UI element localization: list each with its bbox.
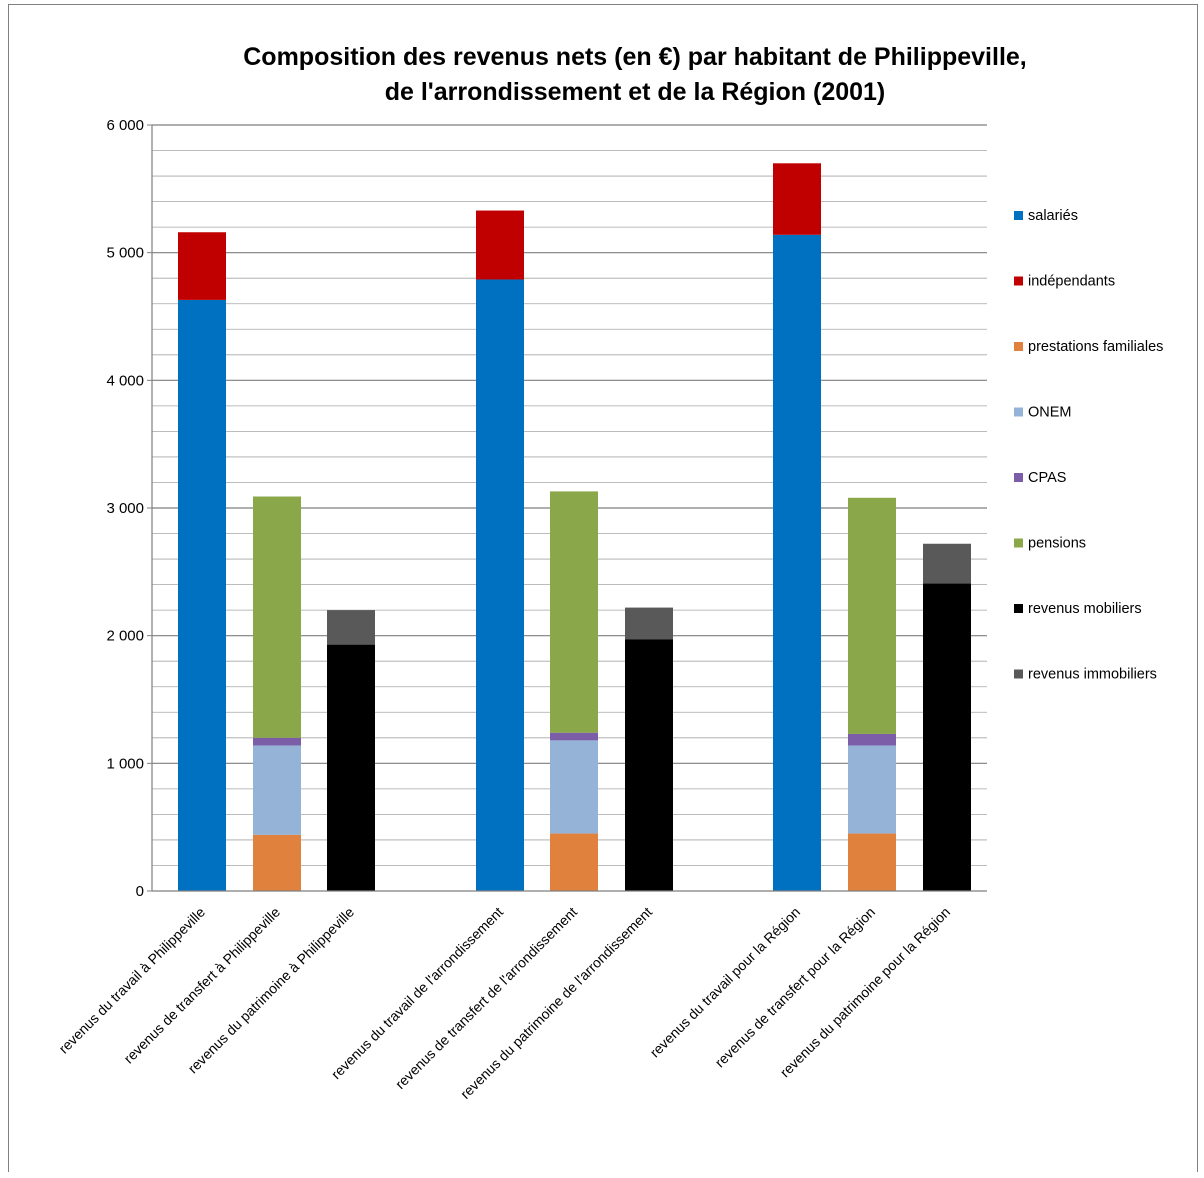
legend-swatch (1014, 604, 1023, 613)
bar-segment (550, 491, 598, 733)
x-category-label: revenus du travail pour la Région (647, 904, 804, 1061)
bar-segment (773, 163, 821, 235)
bar-segment (327, 610, 375, 645)
legend-label: revenus immobiliers (1028, 667, 1157, 683)
legend-swatch (1014, 473, 1023, 482)
bar-segment (253, 834, 301, 891)
bar-segment (476, 210, 524, 280)
legend-label: CPAS (1028, 470, 1066, 486)
chart-subtitle: de l'arrondissement et de la Région (200… (385, 78, 886, 106)
bar-segment (476, 279, 524, 891)
bars (178, 163, 971, 891)
y-tick-label: 2 000 (106, 628, 144, 645)
bar-segment (773, 234, 821, 891)
stacked-bar-chart: Composition des revenus nets (en €) par … (55, 43, 1163, 1102)
bar-segment (923, 543, 971, 584)
x-category-label: revenus du patrimoine pour la Région (777, 904, 953, 1080)
chart-frame: Composition des revenus nets (en €) par … (8, 4, 1198, 1172)
bar-segment (178, 232, 226, 300)
bar-segment (327, 644, 375, 891)
legend-swatch (1014, 669, 1023, 679)
legend: salariés indépendants prestations familial… (1014, 208, 1163, 683)
bar-segment (923, 583, 971, 891)
bar-segment (253, 496, 301, 738)
y-tick-label: 4 000 (106, 372, 144, 389)
x-category-label: revenus de transfert à Philippeville (120, 904, 283, 1067)
y-tick-label: 3 000 (106, 500, 144, 517)
y-tick-label: 6 000 (106, 117, 144, 134)
y-axis-ticks: 0 1 000 2 000 3 000 4 000 5 000 6 000 (106, 117, 152, 900)
bar-segment (848, 745, 896, 834)
x-category-label: revenus du travail à Philippeville (55, 904, 208, 1057)
legend-swatch (1014, 211, 1023, 220)
legend-label: prestations familiales (1028, 339, 1163, 355)
bar-segment (550, 740, 598, 834)
chart-title: Composition des revenus nets (en €) par … (243, 43, 1026, 71)
bar-segment (848, 733, 896, 746)
y-tick-label: 0 (136, 883, 144, 900)
bar-segment (625, 607, 673, 640)
bar-segment (848, 833, 896, 891)
x-category-label: revenus de transfert pour la Région (712, 904, 879, 1071)
bar-segment (178, 299, 226, 891)
legend-label: indépendants (1028, 274, 1115, 290)
legend-label: ONEM (1028, 405, 1072, 421)
legend-label: pensions (1028, 536, 1086, 552)
legend-label: revenus mobiliers (1028, 601, 1142, 617)
legend-swatch (1014, 538, 1023, 548)
legend-label: salariés (1028, 208, 1078, 224)
legend-swatch (1014, 407, 1023, 417)
bar-segment (625, 639, 673, 891)
bar-segment (253, 737, 301, 746)
legend-swatch (1014, 276, 1023, 286)
bar-segment (550, 732, 598, 741)
x-axis-category-labels: revenus du travail à Philippevillerevenu… (55, 904, 953, 1102)
x-category-label: revenus du patrimoine à Philippeville (185, 904, 358, 1077)
bar-segment (848, 497, 896, 734)
y-tick-label: 5 000 (106, 245, 144, 262)
legend-swatch (1014, 342, 1023, 351)
bar-segment (550, 833, 598, 891)
bar-segment (253, 745, 301, 835)
y-tick-label: 1 000 (106, 755, 144, 772)
